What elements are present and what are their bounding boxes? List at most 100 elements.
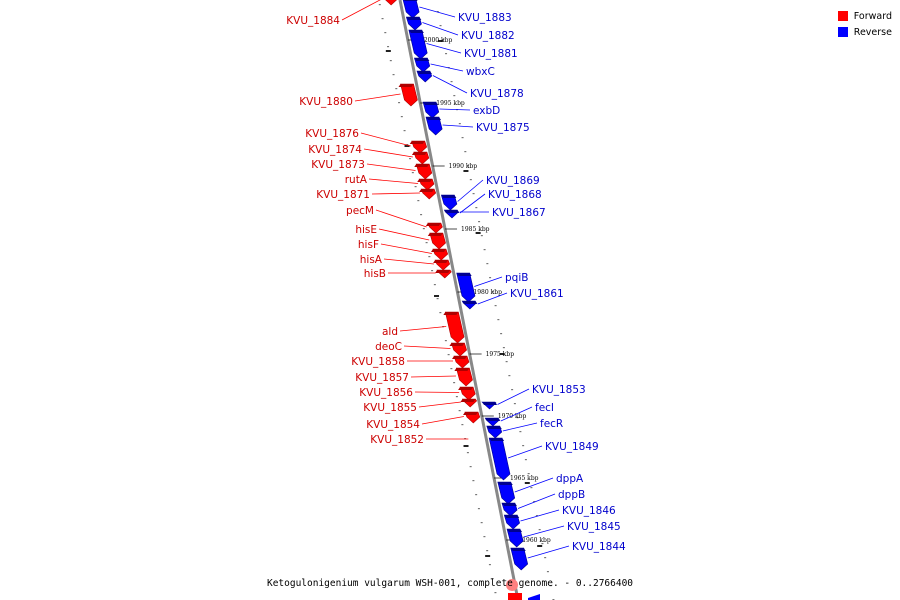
label-leader bbox=[474, 276, 503, 287]
gene-label-forward[interactable]: KVU_1874 bbox=[308, 144, 362, 156]
seq-dot bbox=[392, 74, 395, 76]
label-leader bbox=[378, 228, 430, 241]
gene-label-reverse[interactable]: KVU_1869 bbox=[486, 175, 540, 187]
gene-label-reverse[interactable]: KVU_1868 bbox=[488, 189, 542, 201]
gene-label-forward[interactable]: ald bbox=[382, 326, 398, 338]
seq-dash bbox=[385, 50, 391, 52]
gene-label-reverse[interactable]: pqiB bbox=[505, 272, 528, 284]
gene-shade bbox=[456, 273, 472, 276]
gene-label-forward[interactable]: pecM bbox=[346, 205, 374, 217]
seq-dash bbox=[463, 445, 469, 447]
gene-label-reverse[interactable]: KVU_1881 bbox=[464, 48, 518, 60]
gene-label-forward[interactable]: KVU_1884 bbox=[286, 15, 340, 27]
label-leader bbox=[354, 93, 401, 102]
gene-label-forward[interactable]: deoC bbox=[375, 341, 402, 353]
gene-label-reverse[interactable]: fecI bbox=[535, 402, 554, 414]
gene-label-forward[interactable]: KVU_1876 bbox=[305, 128, 359, 140]
label-leader bbox=[421, 416, 464, 425]
label-leader bbox=[341, 0, 381, 21]
seq-dot bbox=[533, 501, 536, 503]
gene-label-forward[interactable]: KVU_1852 bbox=[370, 434, 424, 446]
label-leader bbox=[514, 477, 554, 493]
label-leader bbox=[371, 192, 420, 195]
gene-shade bbox=[504, 515, 520, 518]
gene-label-forward[interactable]: KVU_1855 bbox=[363, 402, 417, 414]
gene-label-forward[interactable]: KVU_1880 bbox=[299, 96, 353, 108]
seq-dash bbox=[437, 40, 443, 42]
seq-dot bbox=[439, 25, 442, 27]
seq-dot bbox=[522, 445, 525, 447]
gene-label-forward[interactable]: KVU_1871 bbox=[316, 189, 370, 201]
tick-label: 2000 kbp bbox=[424, 37, 453, 44]
gene-label-forward[interactable]: hisA bbox=[360, 254, 383, 266]
seq-dash bbox=[475, 232, 481, 234]
label-leader bbox=[502, 422, 538, 432]
gene-shade bbox=[427, 233, 443, 236]
tick-label: 1980 kbp bbox=[473, 289, 502, 296]
gene-shade bbox=[507, 529, 523, 532]
seq-dot bbox=[486, 550, 489, 552]
seq-dot bbox=[538, 529, 541, 531]
gene-label-forward[interactable]: hisE bbox=[355, 224, 377, 236]
gene-shade bbox=[416, 71, 432, 74]
gene-label-reverse[interactable]: KVU_1878 bbox=[470, 88, 524, 100]
label-leader bbox=[507, 445, 543, 459]
gene-label-reverse[interactable]: KVU_1844 bbox=[572, 541, 626, 553]
seq-dot bbox=[472, 480, 475, 482]
seq-dot bbox=[467, 165, 470, 167]
gene-label-forward[interactable]: hisB bbox=[364, 268, 386, 280]
gene-label-forward[interactable]: KVU_1854 bbox=[366, 419, 420, 431]
seq-dot bbox=[527, 473, 530, 475]
gene-label-reverse[interactable]: KVU_1861 bbox=[510, 288, 564, 300]
seq-dot bbox=[491, 578, 494, 580]
gene-shade bbox=[482, 402, 498, 405]
seq-dot bbox=[483, 536, 486, 538]
gene-label-forward[interactable]: KVU_1858 bbox=[351, 356, 405, 368]
seq-dash bbox=[485, 555, 491, 557]
gene-feature-partial bbox=[506, 579, 518, 591]
gene-label-reverse[interactable]: KVU_1846 bbox=[562, 505, 616, 517]
seq-dot bbox=[488, 564, 491, 566]
gene-shade bbox=[417, 179, 433, 182]
seq-dot bbox=[455, 396, 458, 398]
gene-label-reverse[interactable]: KVU_1849 bbox=[545, 441, 599, 453]
gene-shade bbox=[435, 270, 451, 273]
gene-label-forward[interactable]: KVU_1856 bbox=[359, 387, 413, 399]
gene-label-reverse[interactable]: KVU_1853 bbox=[532, 384, 586, 396]
gene-label-reverse[interactable]: KVU_1845 bbox=[567, 521, 621, 533]
gene-label-reverse[interactable]: wbxC bbox=[466, 66, 495, 78]
seq-dot bbox=[461, 137, 464, 139]
gene-label-reverse[interactable]: KVU_1882 bbox=[461, 30, 515, 42]
gene-feature[interactable] bbox=[400, 83, 418, 107]
seq-dot bbox=[469, 466, 472, 468]
seq-dot bbox=[500, 333, 503, 335]
gene-label-forward[interactable]: KVU_1857 bbox=[355, 372, 409, 384]
seq-dot bbox=[494, 305, 497, 307]
gene-label-reverse[interactable]: fecR bbox=[540, 418, 563, 430]
seq-dot bbox=[453, 382, 456, 384]
seq-dot bbox=[508, 375, 511, 377]
seq-dot bbox=[480, 522, 483, 524]
gene-label-forward[interactable]: KVU_1873 bbox=[311, 159, 365, 171]
gene-label-reverse[interactable]: KVU_1867 bbox=[492, 207, 546, 219]
seq-dot bbox=[433, 284, 436, 286]
gene-label-reverse[interactable]: dppB bbox=[558, 489, 585, 501]
gene-feature[interactable] bbox=[383, 0, 398, 6]
label-leader bbox=[419, 6, 456, 18]
seq-dot bbox=[414, 186, 417, 188]
legend-forward-label: Forward bbox=[853, 10, 892, 22]
gene-feature[interactable] bbox=[497, 481, 516, 505]
gene-label-reverse[interactable]: KVU_1883 bbox=[458, 12, 512, 24]
seq-dash bbox=[434, 295, 440, 297]
genome-caption: Ketogulonigenium vulgarum WSH-001, compl… bbox=[266, 578, 634, 589]
label-leader bbox=[403, 345, 451, 349]
gene-label-forward[interactable]: hisF bbox=[358, 239, 379, 251]
gene-feature[interactable] bbox=[402, 0, 420, 19]
seq-dot bbox=[472, 193, 475, 195]
seq-dash bbox=[524, 482, 530, 484]
gene-feature[interactable] bbox=[510, 547, 529, 571]
gene-label-reverse[interactable]: exbD bbox=[473, 105, 500, 117]
gene-label-reverse[interactable]: KVU_1875 bbox=[476, 122, 530, 134]
gene-label-reverse[interactable]: dppA bbox=[556, 473, 584, 485]
gene-label-forward[interactable]: rutA bbox=[345, 174, 368, 186]
